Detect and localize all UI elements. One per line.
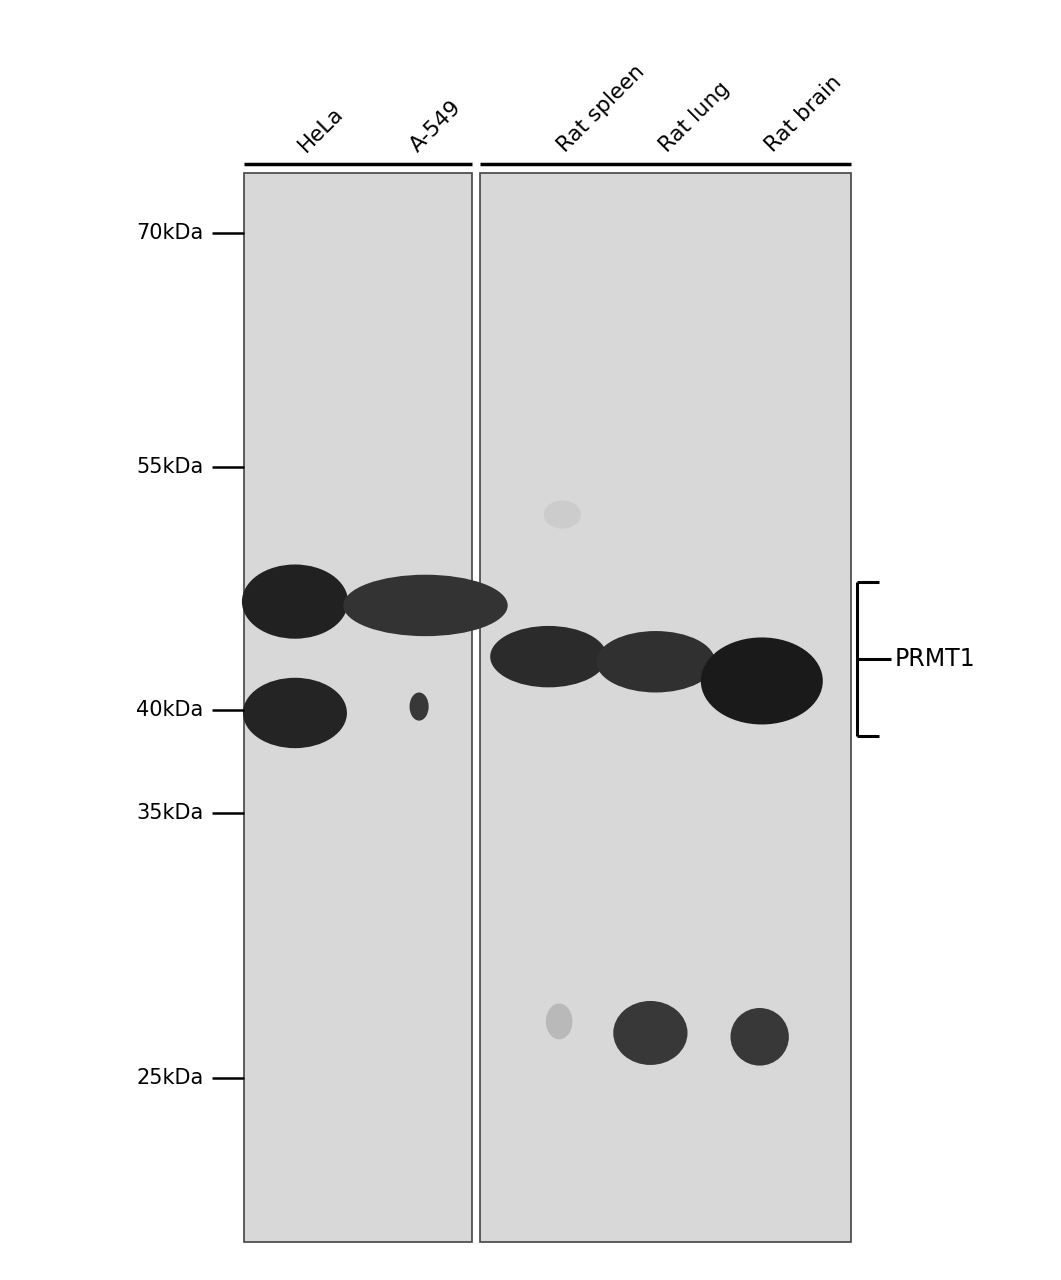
Text: HeLa: HeLa	[295, 104, 348, 156]
Ellipse shape	[545, 1004, 573, 1039]
Ellipse shape	[243, 678, 347, 749]
Text: 25kDa: 25kDa	[137, 1068, 204, 1088]
Text: A-549: A-549	[406, 97, 465, 156]
Text: Rat spleen: Rat spleen	[554, 61, 648, 156]
Text: 55kDa: 55kDa	[137, 457, 204, 477]
Text: 40kDa: 40kDa	[137, 700, 204, 721]
Ellipse shape	[613, 1001, 688, 1065]
Ellipse shape	[242, 564, 348, 639]
Ellipse shape	[596, 631, 715, 692]
Bar	[244, 173, 472, 1242]
Text: Rat lung: Rat lung	[656, 78, 733, 156]
Ellipse shape	[490, 626, 607, 687]
Ellipse shape	[344, 575, 508, 636]
Ellipse shape	[730, 1009, 788, 1065]
Bar	[480, 173, 851, 1242]
Ellipse shape	[700, 637, 823, 724]
Ellipse shape	[410, 692, 429, 721]
Text: 70kDa: 70kDa	[137, 223, 204, 243]
Text: PRMT1: PRMT1	[894, 648, 975, 671]
Text: 35kDa: 35kDa	[137, 803, 204, 823]
Text: Rat brain: Rat brain	[762, 73, 846, 156]
Ellipse shape	[544, 500, 581, 529]
